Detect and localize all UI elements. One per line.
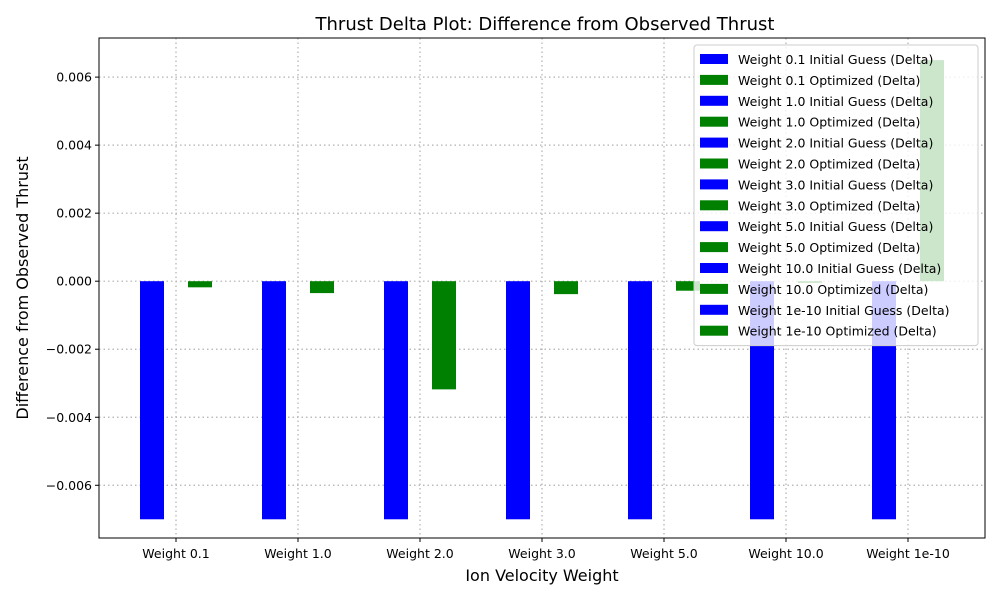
legend-entry: Weight 10.0 Optimized (Delta) bbox=[738, 282, 928, 297]
bar-optimized-weight-5.0 bbox=[676, 281, 700, 291]
tick-layer: Weight 0.1 Weight 1.0 Weight 2.0 Weight 3.0… bbox=[46, 70, 950, 561]
legend-entry: Weight 1e-10 Initial Guess (Delta) bbox=[738, 303, 950, 318]
x-tick-label: Weight 3.0 bbox=[508, 546, 575, 561]
x-tick-label: Weight 10.0 bbox=[748, 546, 823, 561]
bar-initial-weight-3.0 bbox=[506, 281, 530, 520]
legend-entry: Weight 10.0 Initial Guess (Delta) bbox=[738, 261, 941, 276]
legend-swatch bbox=[700, 54, 728, 64]
x-tick-label: Weight 5.0 bbox=[630, 546, 697, 561]
y-tick-label: −0.002 bbox=[46, 342, 92, 357]
legend-entry: Weight 1.0 Initial Guess (Delta) bbox=[738, 94, 933, 109]
x-tick-label: Weight 0.1 bbox=[142, 546, 209, 561]
bar-optimized-weight-0.1 bbox=[188, 281, 212, 288]
legend-swatch bbox=[700, 74, 728, 85]
x-tick-label: Weight 1.0 bbox=[264, 546, 331, 561]
y-tick-label: 0.004 bbox=[56, 138, 92, 153]
bar-optimized-weight-1.0 bbox=[310, 281, 334, 294]
y-tick-label: −0.006 bbox=[46, 478, 92, 493]
bar-initial-weight-5.0 bbox=[628, 281, 652, 520]
legend-swatch bbox=[700, 242, 728, 253]
y-tick-label: −0.004 bbox=[46, 410, 92, 425]
legend-swatch bbox=[700, 325, 728, 336]
x-tick-label: Weight 2.0 bbox=[386, 546, 453, 561]
y-tick-label: 0.002 bbox=[56, 206, 92, 221]
bar-initial-weight-0.1 bbox=[140, 281, 164, 520]
legend-swatch bbox=[700, 200, 728, 211]
chart-title: Thrust Delta Plot: Difference from Obser… bbox=[315, 14, 775, 35]
bar-initial-weight-2.0 bbox=[384, 281, 408, 520]
legend-entry: Weight 1.0 Optimized (Delta) bbox=[738, 115, 920, 130]
legend-swatch bbox=[700, 179, 728, 190]
bar-optimized-weight-2.0 bbox=[432, 281, 456, 390]
legend-swatch bbox=[700, 158, 728, 169]
y-tick-label: 0.006 bbox=[56, 70, 92, 85]
legend-entry: Weight 1e-10 Optimized (Delta) bbox=[738, 324, 937, 339]
legend-swatch bbox=[700, 263, 728, 273]
legend-swatch bbox=[700, 283, 728, 294]
legend: Weight 0.1 Initial Guess (Delta) Weight 0… bbox=[693, 44, 979, 347]
bar-optimized-weight-3.0 bbox=[554, 281, 578, 295]
legend-swatch bbox=[700, 137, 728, 148]
y-axis-label: Difference from Observed Thrust bbox=[13, 156, 32, 419]
legend-swatch bbox=[700, 304, 728, 315]
legend-entry: Weight 5.0 Initial Guess (Delta) bbox=[738, 219, 933, 234]
x-tick-label: Weight 1e-10 bbox=[866, 546, 950, 561]
bar-initial-weight-1.0 bbox=[262, 281, 286, 520]
y-tick-label: 0.000 bbox=[56, 274, 92, 289]
legend-box bbox=[693, 44, 979, 347]
legend-entry: Weight 2.0 Optimized (Delta) bbox=[738, 157, 920, 172]
legend-swatch bbox=[700, 116, 728, 127]
x-axis-label: Ion Velocity Weight bbox=[465, 566, 618, 585]
legend-entry: Weight 3.0 Initial Guess (Delta) bbox=[738, 177, 933, 192]
legend-entry: Weight 0.1 Initial Guess (Delta) bbox=[738, 52, 933, 67]
legend-entry: Weight 0.1 Optimized (Delta) bbox=[738, 73, 920, 88]
legend-swatch bbox=[700, 95, 728, 106]
legend-entry: Weight 5.0 Optimized (Delta) bbox=[738, 240, 920, 255]
legend-entry: Weight 3.0 Optimized (Delta) bbox=[738, 198, 920, 213]
legend-swatch bbox=[700, 221, 728, 232]
legend-entry: Weight 2.0 Initial Guess (Delta) bbox=[738, 136, 933, 151]
